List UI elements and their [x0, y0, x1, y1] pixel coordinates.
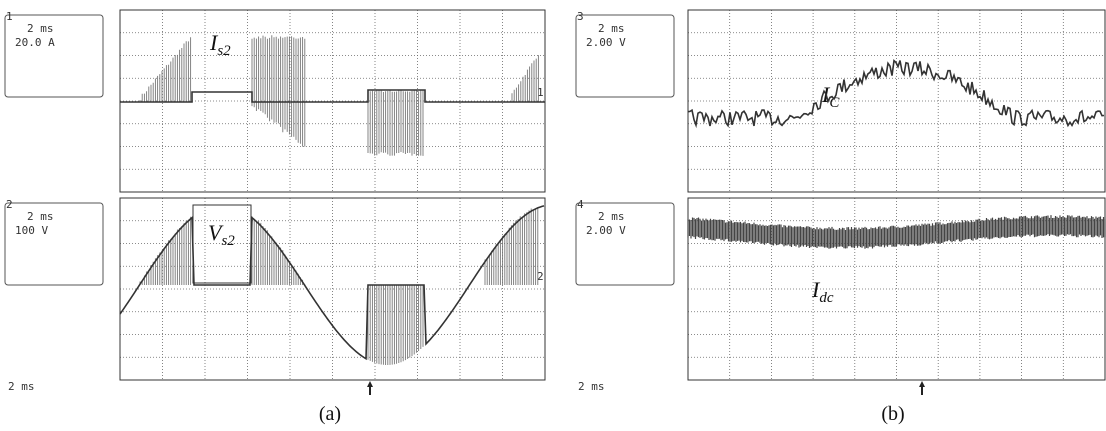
timebase: 2 ms: [27, 22, 54, 35]
trace-subscript: s2: [221, 233, 235, 249]
timebase-footer: 2 ms: [578, 380, 605, 393]
trace-label: Is2: [209, 30, 231, 59]
timebase: 2 ms: [27, 210, 54, 223]
channel-box: [576, 15, 674, 97]
caption: (a): [319, 403, 341, 425]
chopped-voltage: [140, 208, 538, 365]
channel-box: [576, 203, 674, 285]
scale: 2.00 V: [586, 36, 626, 49]
timebase: 2 ms: [598, 210, 625, 223]
trace-subscript: dc: [819, 290, 834, 306]
trace-ic: [688, 61, 1104, 126]
scale: 100 V: [15, 224, 48, 237]
channel-box: [5, 15, 103, 97]
scale: 20.0 A: [15, 36, 55, 49]
figure: 12 ms20.0 A122 ms100 V22 ms(a)32 ms2.00 …: [0, 0, 1106, 431]
timebase: 2 ms: [598, 22, 625, 35]
channel-number: 2: [6, 198, 13, 211]
trace-subscript: s2: [217, 43, 231, 59]
scale: 2.00 V: [586, 224, 626, 237]
trace-label: Idc: [811, 277, 834, 306]
timebase-footer: 2 ms: [8, 380, 35, 393]
channel-number: 4: [577, 198, 584, 211]
trigger-arrow: [919, 381, 925, 395]
channel-box: [5, 203, 103, 285]
channel-number: 1: [6, 10, 13, 23]
chopped-current: [140, 35, 538, 156]
caption: (b): [881, 403, 904, 425]
trigger-arrow: [367, 381, 373, 395]
trace-label: Vs2: [208, 220, 235, 249]
channel-number: 3: [577, 10, 584, 23]
